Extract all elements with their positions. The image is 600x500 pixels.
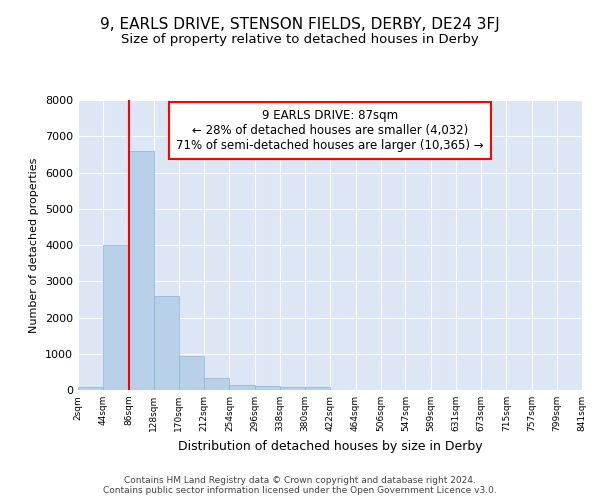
Text: 9 EARLS DRIVE: 87sqm
← 28% of detached houses are smaller (4,032)
71% of semi-de: 9 EARLS DRIVE: 87sqm ← 28% of detached h… (176, 108, 484, 152)
Bar (154, 296, 179, 390)
Bar (204, 378, 229, 390)
Text: 9, EARLS DRIVE, STENSON FIELDS, DERBY, DE24 3FJ: 9, EARLS DRIVE, STENSON FIELDS, DERBY, D… (100, 18, 500, 32)
Bar (78, 388, 103, 390)
Bar (305, 388, 331, 390)
Bar (229, 385, 254, 390)
Bar (103, 245, 128, 390)
Bar (254, 386, 280, 390)
Y-axis label: Number of detached properties: Number of detached properties (29, 158, 40, 332)
X-axis label: Distribution of detached houses by size in Derby: Distribution of detached houses by size … (178, 440, 482, 452)
Bar (128, 151, 154, 390)
Text: Contains HM Land Registry data © Crown copyright and database right 2024.
Contai: Contains HM Land Registry data © Crown c… (103, 476, 497, 495)
Bar (280, 388, 305, 390)
Text: Size of property relative to detached houses in Derby: Size of property relative to detached ho… (121, 32, 479, 46)
Bar (179, 356, 204, 390)
